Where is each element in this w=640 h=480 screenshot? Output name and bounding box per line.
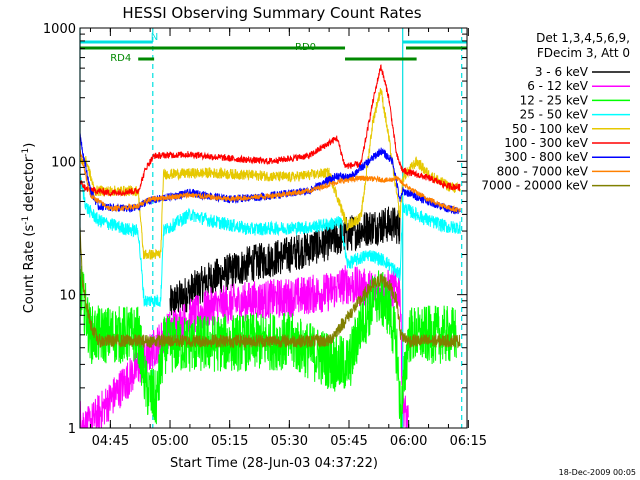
plot-area: N RD0 RD4 04:45 05:00 05:15 05:30 05:45 06:00 06… bbox=[43, 22, 487, 449]
x-tick-label-0: 04:45 bbox=[92, 434, 129, 449]
x-axis-label: Start Time (28-Jun-03 04:37:22) bbox=[170, 456, 378, 471]
plot-frame bbox=[79, 27, 468, 429]
x-tick-label-5: 06:00 bbox=[390, 434, 427, 449]
legend-header-1: Det 1,3,4,5,6,9, bbox=[536, 31, 630, 45]
footer-date: 18-Dec-2009 00:05 bbox=[559, 468, 636, 477]
legend-label-7: 800 - 7000 keV bbox=[497, 164, 589, 178]
x-tick-label-2: 05:15 bbox=[211, 434, 248, 449]
segment-label-2: RD0 bbox=[295, 42, 316, 53]
y-tick-label-3: 1000 bbox=[43, 22, 76, 37]
observing-segments: N RD0 RD4 bbox=[80, 32, 467, 64]
x-tick-label-4: 05:45 bbox=[330, 434, 367, 449]
series-line-6 bbox=[80, 132, 461, 215]
segment-bar-2 bbox=[80, 46, 346, 50]
chart-title: HESSI Observing Summary Count Rates bbox=[122, 4, 421, 22]
segment-bar-3 bbox=[406, 46, 467, 50]
y-label-part2: detector bbox=[22, 156, 37, 216]
legend-label-4: 50 - 100 keV bbox=[512, 122, 589, 136]
segment-bar-4 bbox=[138, 57, 155, 61]
legend-label-0: 3 - 6 keV bbox=[535, 65, 589, 79]
series-line-1 bbox=[80, 265, 409, 428]
y-label-part1: Count Rate (s bbox=[22, 225, 37, 314]
y-tick-label-0: 1 bbox=[68, 422, 76, 437]
y-axis-label: Count Rate (s-1 detector-1) bbox=[21, 143, 37, 314]
legend-label-2: 12 - 25 keV bbox=[520, 93, 589, 107]
y-label-part3: ) bbox=[22, 143, 37, 148]
legend-label-3: 25 - 50 keV bbox=[520, 108, 589, 122]
legend-label-8: 7000 - 20000 keV bbox=[481, 179, 588, 193]
series-group bbox=[80, 64, 461, 428]
x-tick-label-6: 06:15 bbox=[450, 434, 487, 449]
series-line-2 bbox=[80, 265, 457, 428]
segment-bar-1 bbox=[402, 40, 467, 44]
x-tick-label-3: 05:30 bbox=[271, 434, 308, 449]
series-line-4 bbox=[80, 88, 461, 260]
segment-label-0: N bbox=[151, 32, 158, 43]
axis-ticks: 04:45 05:00 05:15 05:30 05:45 06:00 06:15 1 10 10… bbox=[43, 22, 487, 449]
legend: Det 1,3,4,5,6,9, FDecim 3, Att 0 3 - 6 k… bbox=[481, 31, 630, 193]
x-tick-label-1: 05:00 bbox=[151, 434, 188, 449]
legend-label-6: 300 - 800 keV bbox=[504, 150, 588, 164]
legend-header-2: FDecim 3, Att 0 bbox=[537, 46, 630, 60]
segment-bar-0 bbox=[80, 40, 153, 44]
series-line-5 bbox=[80, 64, 461, 197]
y-label-sup2: -1 bbox=[21, 148, 31, 157]
series-line-0 bbox=[169, 206, 401, 316]
series-line-7 bbox=[80, 148, 461, 214]
y-tick-label-1: 10 bbox=[59, 289, 76, 304]
segment-bar-5 bbox=[345, 57, 417, 61]
y-tick-label-2: 100 bbox=[51, 155, 76, 170]
series-line-8 bbox=[80, 226, 461, 349]
legend-label-1: 6 - 12 keV bbox=[527, 79, 589, 93]
y-label-sup1: -1 bbox=[21, 216, 31, 225]
series-line-3 bbox=[80, 174, 461, 308]
legend-label-5: 100 - 300 keV bbox=[504, 136, 588, 150]
segment-label-4: RD4 bbox=[110, 53, 131, 64]
